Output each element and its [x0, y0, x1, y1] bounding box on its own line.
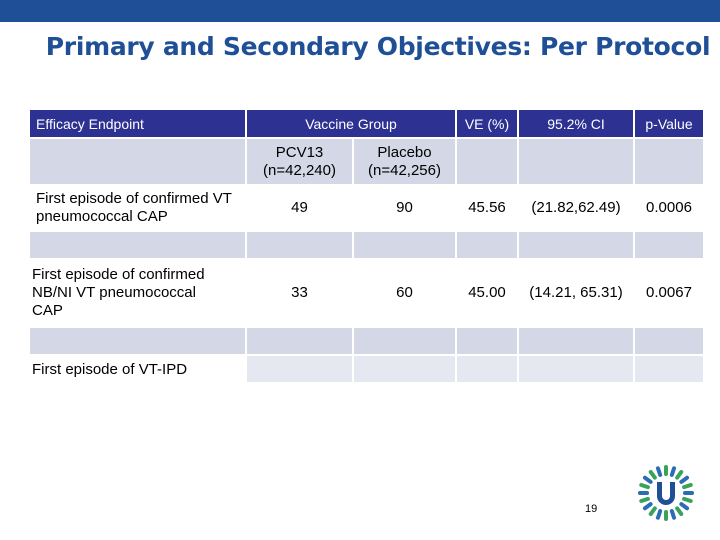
table-cell: [457, 356, 517, 382]
table-cell: [635, 356, 703, 382]
table-cell: 33: [247, 260, 352, 326]
table-cell: [457, 328, 517, 354]
table-cell: (21.82,62.49): [519, 186, 633, 230]
table-cell: 90: [354, 186, 455, 230]
table-cell: [519, 139, 633, 184]
logo-ray: [683, 491, 694, 495]
table-cell: [354, 328, 455, 354]
logo-ray: [655, 466, 663, 477]
endpoint-cell: First episode of confirmed VT pneumococc…: [30, 186, 245, 230]
logo-ray: [679, 475, 690, 484]
table-cell: [30, 232, 245, 258]
table-cell: [247, 328, 352, 354]
table-cell: [247, 232, 352, 258]
table-cell: [519, 232, 633, 258]
endpoint-cell: First episode of VT-IPD: [30, 356, 245, 384]
top-bar: [0, 0, 720, 22]
table-cell: 0.0006: [635, 186, 703, 230]
logo-u: [657, 482, 675, 505]
logo-ray: [642, 475, 653, 484]
logo-ray: [669, 466, 677, 477]
logo-ray: [639, 482, 650, 490]
table-cell: [457, 232, 517, 258]
table-cell: [247, 356, 352, 382]
logo-ray: [679, 502, 690, 511]
table-cell: [457, 139, 517, 184]
logo-ray: [669, 509, 677, 520]
table-cell: [30, 328, 245, 354]
table-cell: (14.21, 65.31): [519, 260, 633, 326]
table-cell: [519, 328, 633, 354]
table-cell: [635, 139, 703, 184]
table-cell: 60: [354, 260, 455, 326]
logo-ray: [675, 506, 684, 517]
table-cell: [635, 232, 703, 258]
endpoint-cell: First episode of confirmed NB/NI VT pneu…: [30, 260, 245, 326]
page-number: 19: [585, 503, 598, 515]
table-cell: [519, 356, 633, 382]
logo: [638, 465, 694, 521]
logo-ray: [639, 496, 650, 504]
logo-ray: [664, 510, 668, 521]
logo-ray: [675, 469, 684, 480]
table-cell: 49: [247, 186, 352, 230]
header-cell: VE (%): [457, 110, 517, 137]
table-cell: 45.56: [457, 186, 517, 230]
subheader-cell: PCV13 (n=42,240): [247, 139, 352, 184]
logo-ray: [648, 469, 657, 480]
header-cell: Efficacy Endpoint: [30, 110, 245, 137]
table-cell: [354, 232, 455, 258]
table-cell: 0.0067: [635, 260, 703, 326]
table-cell: [635, 328, 703, 354]
logo-ray: [682, 496, 693, 504]
header-cell: Vaccine Group: [247, 110, 455, 137]
slide-title: Primary and Secondary Objectives: Per Pr…: [45, 32, 711, 61]
table-cell: [30, 139, 245, 184]
header-cell: p-Value: [635, 110, 703, 137]
subheader-cell: Placebo (n=42,256): [354, 139, 455, 184]
logo-ray: [638, 491, 649, 495]
logo-ray: [655, 509, 663, 520]
logo-ray: [642, 502, 653, 511]
logo-ray: [682, 482, 693, 490]
header-cell: 95.2% CI: [519, 110, 633, 137]
table-cell: 45.00: [457, 260, 517, 326]
table-cell: [354, 356, 455, 382]
logo-ray: [648, 506, 657, 517]
logo-ray: [664, 465, 668, 476]
